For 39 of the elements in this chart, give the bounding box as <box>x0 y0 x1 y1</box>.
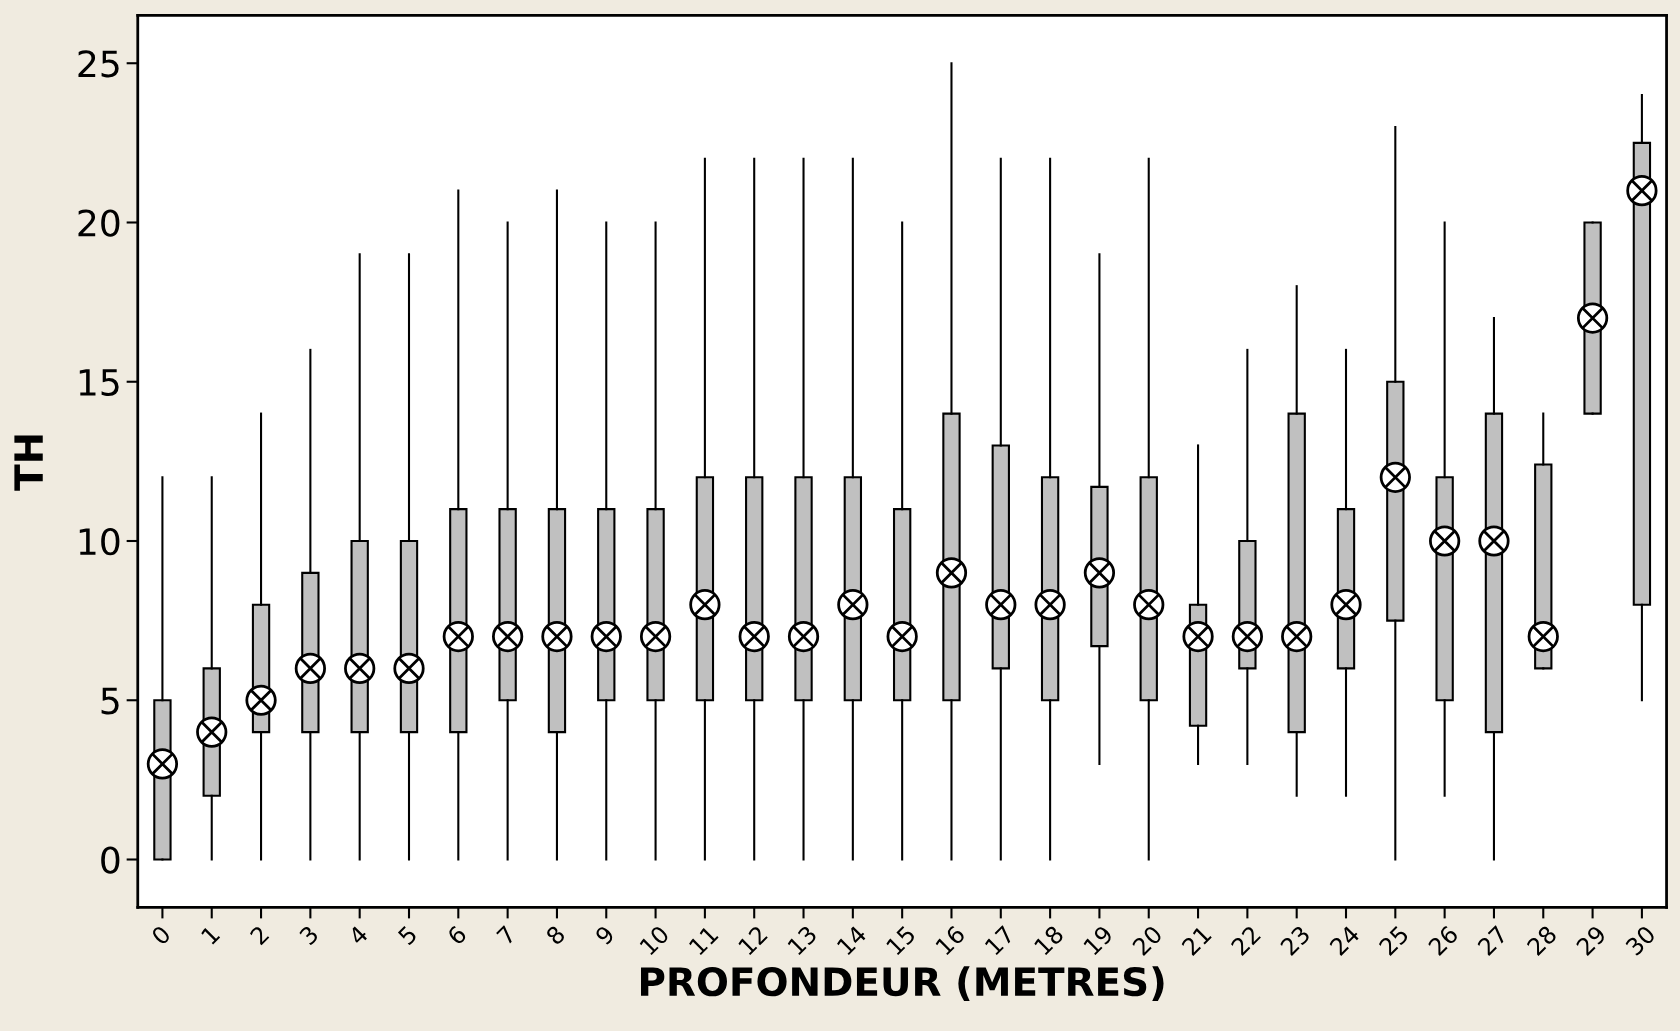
x-tick-label: 27 <box>1476 924 1508 956</box>
x-tick-label: 26 <box>1427 924 1460 957</box>
x-tick-label: 17 <box>984 925 1015 956</box>
x-tick-label: 28 <box>1526 924 1558 957</box>
x-tick-label: 30 <box>1624 924 1657 957</box>
y-tick-label: 0 <box>101 846 120 874</box>
x-tick-label: 22 <box>1230 925 1261 956</box>
y-tick-label: 20 <box>78 209 120 237</box>
x-tick-label: 5 <box>397 925 418 946</box>
x-tick-label: 20 <box>1131 924 1164 957</box>
x-tick-label: 13 <box>786 924 818 956</box>
x-tick-label: 4 <box>347 924 369 946</box>
x-tick-label: 18 <box>1033 924 1065 956</box>
y-axis-title: TH <box>14 435 43 491</box>
y-tick-label: 10 <box>79 527 120 556</box>
x-tick-label: 25 <box>1378 925 1410 957</box>
x-tick-label: 6 <box>446 924 468 946</box>
x-tick-label: 7 <box>496 925 517 946</box>
x-tick-label: 11 <box>688 925 719 956</box>
x-tick-label: 24 <box>1328 924 1361 956</box>
y-tick-label: 25 <box>78 50 119 78</box>
x-tick-label: 3 <box>298 924 320 946</box>
x-tick-label: 9 <box>594 924 616 946</box>
x-tick-label: 21 <box>1180 925 1212 956</box>
x-tick-label: 29 <box>1575 924 1607 957</box>
x-tick-label: 2 <box>249 925 270 946</box>
x-tick-label: 8 <box>544 924 566 946</box>
x-tick-label: 14 <box>836 924 868 956</box>
x-tick-label: 15 <box>885 925 917 956</box>
x-tick-label: 16 <box>934 924 966 956</box>
y-tick-label: 5 <box>101 687 119 715</box>
x-tick-label: 19 <box>1082 924 1114 956</box>
x-axis-title: PROFONDEUR (METRES) <box>641 966 1164 1001</box>
x-tick-label: 10 <box>639 924 670 956</box>
x-tick-label: 0 <box>150 924 172 946</box>
x-tick-label: 23 <box>1279 924 1311 957</box>
x-tick-label: 1 <box>200 925 221 945</box>
y-tick-label: 15 <box>79 369 119 396</box>
x-tick-label: 12 <box>737 925 768 956</box>
